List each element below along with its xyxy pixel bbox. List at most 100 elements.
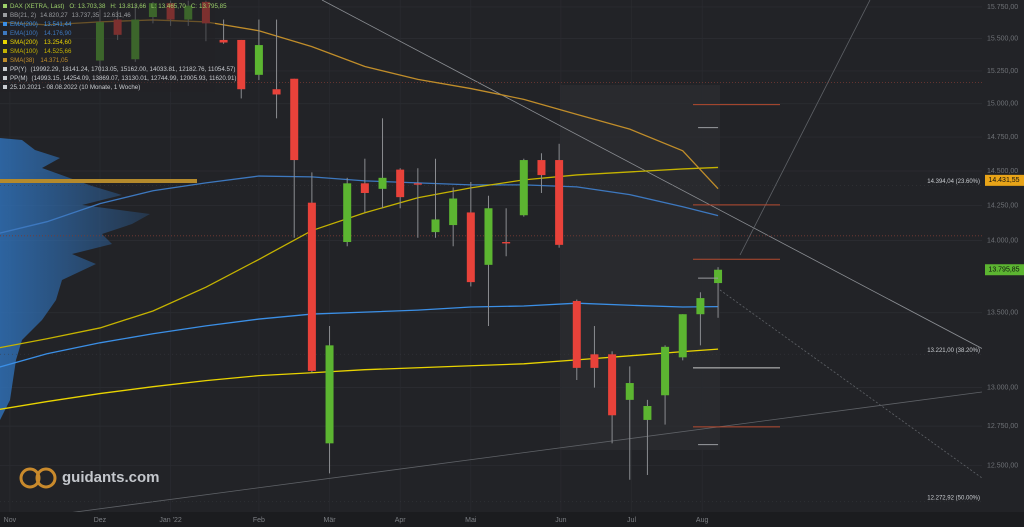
legend-text: 14.820,27 (40, 12, 68, 19)
legend-entry: DAX (XETRA, Last) O: 13.703,38 H: 13.813,66 L… (10, 3, 227, 10)
x-tick-label: Nov (4, 517, 17, 524)
x-tick-label: Jun (555, 517, 566, 524)
legend-text: 25.10.2021 - 08.08.2022 (10 Monate, 1 Wo… (10, 84, 140, 91)
legend-text: 13.795,85 (199, 3, 227, 10)
candle-body (413, 183, 422, 185)
legend-text: 13.813,66 (119, 3, 147, 10)
legend-text: PP(M) (10, 75, 28, 82)
candle-body (431, 219, 440, 233)
legend-icon (3, 31, 7, 35)
candle-body (590, 354, 599, 368)
watermark-text: guidants.com (62, 469, 160, 486)
legend-icon (3, 85, 7, 89)
trendline (719, 289, 982, 479)
legend-text: SMA(100) (10, 48, 38, 55)
legend-text: 13.465,70 (158, 3, 186, 10)
y-tick-label: 12.500,00 (987, 462, 1018, 469)
y-tick-label: 14.500,00 (987, 168, 1018, 175)
legend-entry: SMA(200) 13.254,60 (10, 39, 72, 46)
x-tick-label: Jan '22 (159, 517, 181, 524)
legend-entry: BB(21, 2) 14.820,27 13.737,35 12.631,46 (10, 12, 131, 19)
candle-body (360, 183, 369, 193)
legend-icon (3, 67, 7, 71)
fib-label: 14.394,04 (23.60%) (927, 179, 980, 185)
indicator-line (0, 302, 719, 368)
highlight-range (560, 85, 720, 450)
legend-text: 13.254,60 (44, 39, 72, 46)
candle-body (449, 198, 458, 226)
price-marker (985, 174, 1024, 186)
x-tick-label: Aug (696, 517, 709, 524)
volume-poc (0, 179, 197, 183)
x-tick-label: Jul (627, 517, 636, 524)
candle-body (502, 242, 511, 244)
trendline (72, 391, 982, 512)
candle-body (272, 89, 281, 95)
legend-text: 14.371,05 (40, 57, 68, 64)
watermark: guidants.com (19, 467, 160, 489)
legend-icon (3, 76, 7, 80)
legend-entry: SMA(100) 14.525,66 (10, 48, 72, 55)
x-tick-label: Dez (94, 517, 107, 524)
trendline (739, 0, 871, 256)
legend-entry: 25.10.2021 - 08.08.2022 (10 Monate, 1 Wo… (10, 84, 140, 91)
candle-body (537, 160, 546, 176)
x-tick-label: Feb (253, 517, 265, 524)
y-tick-label: 13.000,00 (987, 384, 1018, 391)
candle-body (396, 169, 405, 198)
y-tick-label: 15.500,00 (987, 36, 1018, 43)
legend-text: L: (151, 3, 156, 10)
price-marker (985, 264, 1024, 276)
y-tick-label: 14.250,00 (987, 202, 1018, 209)
candle-body (237, 39, 246, 90)
legend-text: BB(21, 2) (10, 12, 36, 19)
legend-text: 14.176,90 (44, 30, 72, 37)
legend-text: 13.737,35 (72, 12, 100, 19)
y-tick-label: 13.500,00 (987, 310, 1018, 317)
legend-text: 13.541,44 (44, 21, 72, 28)
legend-backdrop (0, 0, 215, 92)
candle-body (678, 314, 687, 358)
legend-text: 12.631,46 (103, 12, 131, 19)
legend-entry: EMA(100) 14.176,90 (10, 30, 72, 37)
legend-icon (3, 22, 7, 26)
legend-icon (3, 40, 7, 44)
volume-profile (0, 138, 150, 420)
legend-text: C: (191, 3, 197, 10)
x-tick-label: Mai (465, 517, 477, 524)
candle-body (625, 383, 634, 400)
y-tick-label: 14.000,00 (987, 237, 1018, 244)
legend-icon (3, 58, 7, 62)
candle-body (608, 354, 617, 416)
candle-body (378, 177, 387, 189)
price-marker-label: 13.795,85 (988, 267, 1019, 274)
legend-text: O: (69, 3, 76, 10)
candle-body (714, 269, 723, 284)
candle-body (484, 208, 493, 265)
candle-body (290, 78, 299, 161)
candle-body (343, 183, 352, 243)
legend-entry: PP(M) (14993.15, 14254.09, 13869.07, 1313… (10, 75, 236, 82)
candle-body (219, 39, 228, 43)
legend-text: 14.525,66 (44, 48, 72, 55)
y-tick-label: 15.750,00 (987, 4, 1018, 11)
price-marker-label: 14.431,55 (988, 177, 1019, 184)
candle-body (307, 202, 316, 371)
legend-text: SMA(38) (10, 57, 34, 64)
legend-text: SMA(200) (10, 39, 38, 46)
fib-label: 13.221,00 (38.20%) (927, 348, 980, 354)
candle-body (661, 346, 670, 396)
candle-body (325, 345, 334, 444)
legend-text: (14993.15, 14254.09, 13869.07, 13130.01,… (32, 75, 237, 82)
candle-body (555, 160, 564, 245)
trendline (321, 0, 982, 349)
x-tick-label: Apr (395, 517, 407, 524)
legend-text: DAX (XETRA, Last) (10, 3, 64, 10)
fib-label: 12.272,92 (50.00%) (927, 495, 980, 501)
logo (19, 467, 41, 489)
y-tick-label: 15.000,00 (987, 101, 1018, 108)
legend-icon (3, 4, 7, 8)
y-tick-label: 12.750,00 (987, 423, 1018, 430)
